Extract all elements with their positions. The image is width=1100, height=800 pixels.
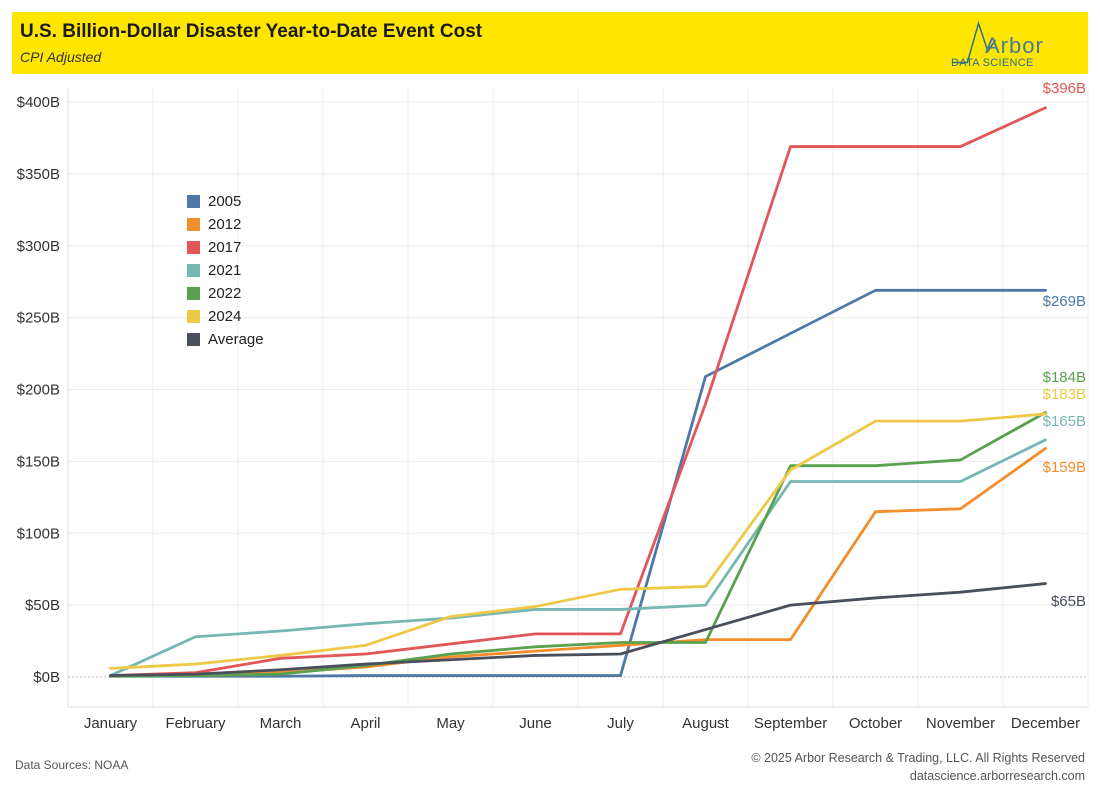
series-line-2024 [109,412,1047,670]
x-tick-label: November [926,715,995,732]
end-value-label: $269B [1043,293,1086,310]
chart-title: U.S. Billion-Dollar Disaster Year-to-Dat… [20,21,483,42]
y-tick-label: $50B [25,597,60,614]
end-value-label: $165B [1043,413,1086,430]
legend-swatch [187,333,200,346]
legend-swatch [187,218,200,231]
x-tick-label: June [519,715,552,732]
legend-label: 2022 [208,285,242,302]
y-tick-label: $400B [17,94,60,111]
end-value-label: $184B [1043,369,1086,386]
legend-item[interactable]: Average [187,328,264,351]
legend-label: 2005 [208,193,242,210]
series-line-2005 [109,288,1047,678]
x-tick-label: August [682,715,730,732]
title-banner: U.S. Billion-Dollar Disaster Year-to-Dat… [12,12,1088,74]
legend-label: 2017 [208,239,242,256]
legend-label: 2012 [208,216,242,233]
logo-name: Arbor [985,33,1044,58]
end-value-label: $183B [1043,386,1086,403]
series-line-average [109,582,1047,677]
legend-item[interactable]: 2005 [187,190,264,213]
end-value-label: $65B [1051,593,1086,610]
end-value-label: $159B [1043,459,1086,476]
footer-credits: © 2025 Arbor Research & Trading, LLC. Al… [751,749,1085,785]
legend-swatch [187,241,200,254]
data-source-note: Data Sources: NOAA [15,758,129,772]
legend-swatch [187,287,200,300]
legend-label: 2021 [208,262,242,279]
website-url[interactable]: datascience.arborresearch.com [909,769,1085,783]
arbor-logo-icon [952,20,996,64]
y-tick-label: $150B [17,453,60,470]
legend-item[interactable]: 2024 [187,305,264,328]
legend-label: Average [208,331,264,348]
y-tick-label: $350B [17,166,60,183]
y-tick-label: $200B [17,382,60,399]
y-tick-label: $100B [17,525,60,542]
x-tick-label: October [849,715,902,732]
x-tick-label: January [84,715,138,732]
legend: 2005 2012 2017 2021 2022 2024 Average [187,190,264,351]
legend-swatch [187,264,200,277]
legend-item[interactable]: 2017 [187,236,264,259]
legend-swatch [187,195,200,208]
legend-item[interactable]: 2012 [187,213,264,236]
legend-swatch [187,310,200,323]
x-tick-label: February [165,715,226,732]
x-tick-label: September [754,715,827,732]
legend-item[interactable]: 2022 [187,282,264,305]
x-tick-label: July [607,715,634,732]
logo-tagline: DATA SCIENCE [951,57,1034,69]
series-line-2021 [109,438,1047,677]
x-tick-label: May [436,715,465,732]
y-tick-label: $300B [17,238,60,255]
end-value-label: $396B [1043,80,1086,97]
chart-subtitle: CPI Adjusted [20,49,102,65]
legend-label: 2024 [208,308,242,325]
copyright-text: © 2025 Arbor Research & Trading, LLC. Al… [751,751,1085,765]
x-tick-label: March [260,715,302,732]
x-tick-label: December [1011,715,1080,732]
y-tick-label: $0B [33,669,60,686]
series-line-2022 [109,411,1047,678]
legend-item[interactable]: 2021 [187,259,264,282]
y-tick-label: $250B [17,310,60,327]
series-line-2017 [109,106,1047,677]
x-tick-label: April [350,715,380,732]
